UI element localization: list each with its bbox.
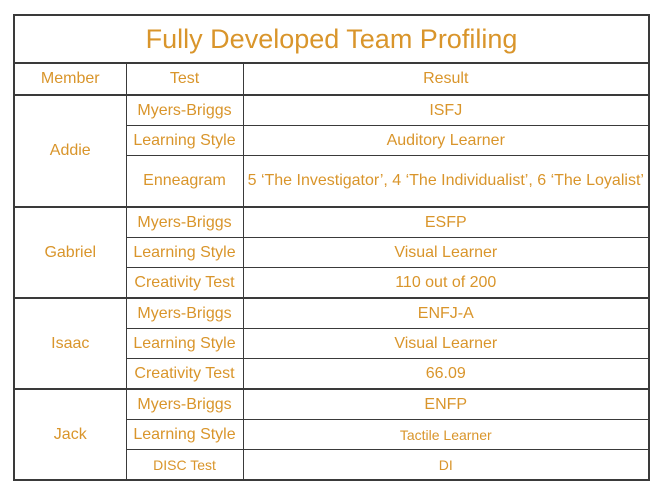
table-row: Gabriel Myers-Briggs ESFP — [13, 206, 650, 299]
table-row: Isaac Myers-Briggs ENFJ-A — [13, 297, 650, 390]
test-cell: Myers-Briggs — [125, 297, 244, 329]
result-cell: Auditory Learner — [242, 125, 650, 156]
result-cell: Tactile Learner — [242, 419, 650, 450]
member-name-isaac: Isaac — [13, 297, 127, 390]
member-name-jack: Jack — [13, 388, 127, 481]
member-name-gabriel: Gabriel — [13, 206, 127, 299]
result-cell: Visual Learner — [242, 328, 650, 359]
test-cell: Learning Style — [125, 328, 244, 359]
result-cell: ENFJ-A — [242, 297, 650, 329]
table-row: Creativity Test 66.09 — [14, 358, 650, 390]
result-cell: Visual Learner — [242, 237, 650, 268]
result-cell: 66.09 — [242, 358, 650, 390]
table-row: Jack Myers-Briggs ENFP — [13, 388, 650, 481]
table-row: Learning Style Visual Learner — [14, 328, 650, 359]
result-cell: ISFJ — [242, 94, 650, 126]
header-test: Test — [125, 62, 244, 96]
table-row: Learning Style Visual Learner — [14, 237, 650, 268]
header-row: Member Test Result — [13, 62, 650, 96]
table-title: Fully Developed Team Profiling — [12, 14, 651, 64]
test-cell: Learning Style — [125, 125, 244, 156]
test-cell: Myers-Briggs — [125, 388, 244, 420]
header-result: Result — [242, 62, 650, 96]
team-profiling-table: Fully Developed Team Profiling Member Te… — [12, 14, 651, 481]
test-cell: Myers-Briggs — [125, 94, 244, 126]
test-cell: Creativity Test — [125, 267, 244, 299]
result-cell: 110 out of 200 — [242, 267, 650, 299]
member-name-addie: Addie — [13, 94, 127, 208]
table-row: DISC Test DI — [14, 449, 650, 481]
test-cell: Learning Style — [125, 237, 244, 268]
table-row: Learning Style Auditory Learner — [14, 125, 650, 156]
result-cell: ENFP — [242, 388, 650, 420]
table-row: Creativity Test 110 out of 200 — [14, 267, 650, 299]
result-cell: 5 ‘The Investigator’, 4 ‘The Individuali… — [242, 155, 650, 208]
test-cell: Learning Style — [125, 419, 244, 450]
test-cell: Creativity Test — [125, 358, 244, 390]
header-member: Member — [13, 62, 127, 96]
table-row: Enneagram 5 ‘The Investigator’, 4 ‘The I… — [14, 155, 650, 208]
result-cell: ESFP — [242, 206, 650, 238]
table-row: Addie Myers-Briggs ISFJ — [13, 94, 650, 208]
test-cell: DISC Test — [125, 449, 244, 481]
test-cell: Enneagram — [125, 155, 244, 208]
test-cell: Myers-Briggs — [125, 206, 244, 238]
table-row: Learning Style Tactile Learner — [14, 419, 650, 450]
result-cell: DI — [242, 449, 650, 481]
